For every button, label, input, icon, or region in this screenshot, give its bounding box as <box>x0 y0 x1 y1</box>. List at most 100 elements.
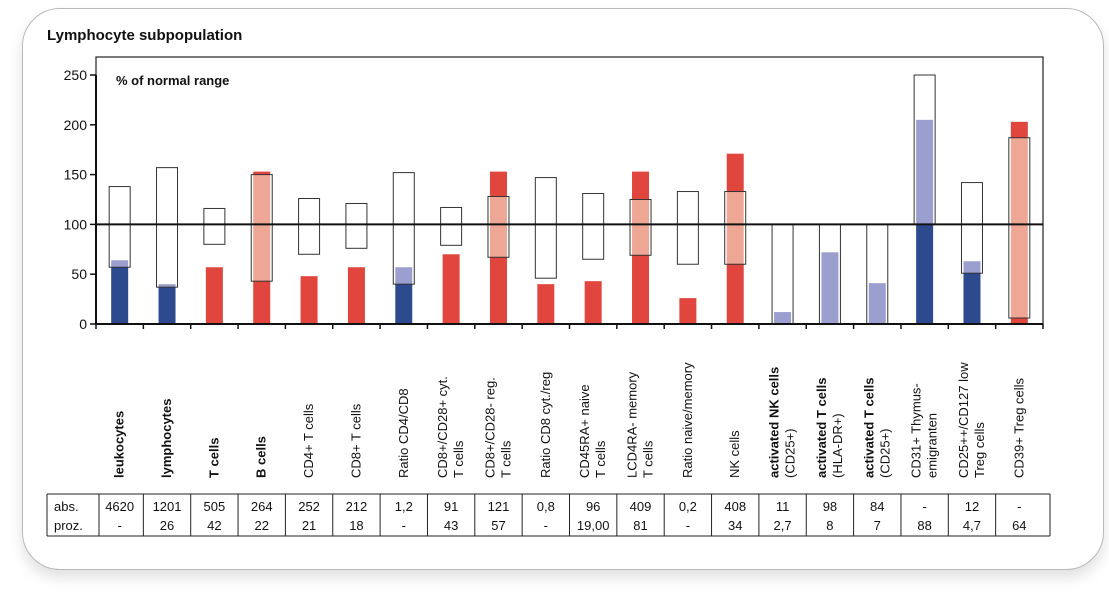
bar-within-range <box>963 261 981 274</box>
category-label: CD25++/CD127 low <box>956 362 971 478</box>
bar-above-range <box>253 171 271 175</box>
category-label: T cells <box>498 440 513 478</box>
table-cell-proz: - <box>544 518 548 533</box>
bar-below-range <box>395 284 413 324</box>
normal-range-box <box>960 182 983 274</box>
bar-group <box>250 171 273 324</box>
bar-group <box>440 206 463 324</box>
normal-range-box <box>108 186 131 268</box>
table-cell-proz: - <box>402 518 406 533</box>
table-cell-abs: 212 <box>346 499 368 514</box>
category-label: lymphocytes <box>159 399 174 478</box>
bar-group <box>487 171 510 324</box>
table-cell-proz: 88 <box>917 518 931 533</box>
table-cell-abs: 0,2 <box>679 499 697 514</box>
bar-group <box>1008 121 1031 324</box>
normal-range-box <box>345 202 368 249</box>
category-label: leukocytes <box>112 411 127 478</box>
table-cell-abs: 408 <box>724 499 746 514</box>
normal-range-box <box>487 196 510 258</box>
table-cell-abs: 409 <box>630 499 652 514</box>
bar-within-range <box>726 191 744 265</box>
category-label: CD31+ Thymus- <box>909 383 924 478</box>
table-cell-proz: - <box>118 518 122 533</box>
bar-group <box>156 167 179 324</box>
bar-group <box>298 198 321 324</box>
bar-group <box>818 223 841 325</box>
bar-below-range <box>537 284 555 324</box>
bar-below-range <box>584 281 602 324</box>
bar-below-range <box>1010 318 1028 324</box>
y-tick-label: 50 <box>71 266 87 282</box>
bar-within-range <box>821 252 839 324</box>
table-cell-proz: 43 <box>444 518 458 533</box>
bar-within-range <box>632 199 650 256</box>
category-label: CD45RA+ naive <box>577 384 592 478</box>
category-label: Ratio naive/memory <box>680 362 695 478</box>
table-cell-abs: 84 <box>870 499 884 514</box>
table-row-label-proz: proz. <box>54 518 83 533</box>
table-cell-abs: - <box>1017 499 1021 514</box>
normal-range-box <box>534 177 557 279</box>
table-cell-proz: 26 <box>160 518 174 533</box>
table-cell-proz: 2,7 <box>774 518 792 533</box>
category-label: (CD25+) <box>877 429 892 479</box>
category-label: emigranten <box>925 413 940 478</box>
bar-group <box>203 207 226 324</box>
y-tick-label: 150 <box>64 167 88 183</box>
table-cell-abs: 264 <box>251 499 273 514</box>
table-cell-abs: 1201 <box>153 499 182 514</box>
normal-range-box <box>676 191 699 265</box>
bar-below-range <box>489 257 507 324</box>
bar-group <box>629 171 652 324</box>
category-label: Ratio CD4/CD8 <box>396 388 411 478</box>
bar-below-range <box>726 264 744 324</box>
table-cell-abs: 1,2 <box>395 499 413 514</box>
table-cell-abs: 96 <box>586 499 600 514</box>
table-cell-proz: 22 <box>254 518 268 533</box>
category-label: T cells <box>451 440 466 478</box>
table-cell-abs: 505 <box>204 499 226 514</box>
bar-group <box>676 191 699 324</box>
y-axis-label: % of normal range <box>116 73 229 88</box>
table-cell-proz: 18 <box>349 518 363 533</box>
category-label: NK cells <box>727 430 742 478</box>
table-row-label-abs: abs. <box>54 499 79 514</box>
table-cell-proz: 4,7 <box>963 518 981 533</box>
normal-range-box <box>298 198 321 255</box>
category-label: Ratio CD8 cyt./reg <box>538 372 553 478</box>
y-tick-label: 100 <box>64 216 88 232</box>
category-label: T cells <box>641 440 656 478</box>
category-label: CD8+/CD28- reg. <box>482 377 497 478</box>
table-cell-proz: 64 <box>1012 518 1026 533</box>
bar-above-range <box>1010 121 1028 138</box>
bar-within-range <box>111 260 129 268</box>
table-cell-proz: 8 <box>826 518 833 533</box>
table-cell-proz: 57 <box>491 518 505 533</box>
bar-below-range <box>632 255 650 324</box>
y-tick-label: 250 <box>64 67 88 83</box>
category-label: T cells <box>593 440 608 478</box>
bar-within-range <box>1010 137 1028 319</box>
bar-group <box>392 172 415 324</box>
bar-group <box>345 202 368 324</box>
plot-frame <box>95 56 1044 325</box>
bar-group <box>913 74 936 324</box>
y-tick-label: 200 <box>64 117 88 133</box>
table-cell-proz: 7 <box>874 518 881 533</box>
normal-range-box <box>440 206 463 246</box>
table-cell-abs: - <box>922 499 926 514</box>
values-table: abs.proz.4620-12012650542264222522121218… <box>46 493 1051 537</box>
category-label: CD4+ T cells <box>301 403 316 478</box>
bar-within-range <box>158 284 176 288</box>
bar-below-range <box>300 276 318 324</box>
normal-range-box <box>203 207 226 245</box>
category-labels: leukocytes lymphocytes T cells B cells CD4+ … <box>112 362 1027 478</box>
category-label: activated NK cells <box>767 367 782 478</box>
bar-below-range <box>347 267 365 324</box>
normal-range-box <box>1008 137 1031 319</box>
table-cell-proz: 21 <box>302 518 316 533</box>
normal-range-box <box>724 191 747 265</box>
table-cell-abs: 121 <box>488 499 510 514</box>
